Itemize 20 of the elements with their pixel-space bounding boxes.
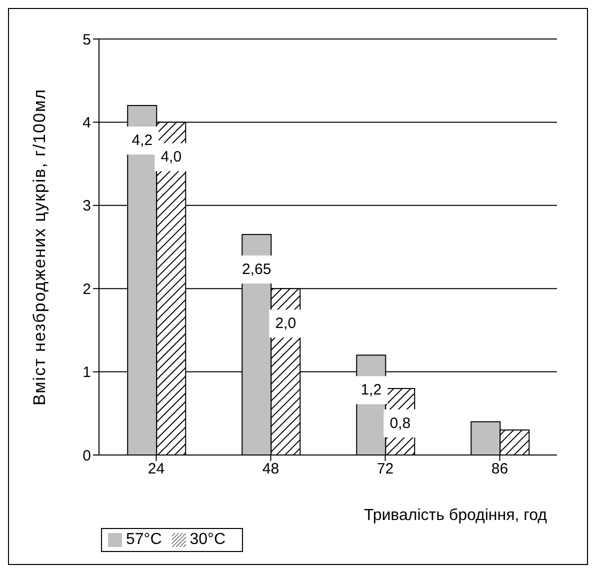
data-label: 0,8: [390, 414, 411, 432]
x-tick-label: 24: [148, 460, 165, 478]
y-tick-label: 0: [82, 447, 91, 464]
y-tick-label: 4: [82, 114, 91, 132]
legend-label: 57°C: [126, 531, 162, 548]
x-tick-label: 86: [491, 460, 508, 478]
x-axis-title: Тривалість бродіння, год: [364, 507, 548, 524]
legend-label: 30°C: [190, 531, 226, 548]
y-tick-label: 2: [82, 280, 91, 298]
y-tick-label: 5: [82, 31, 91, 48]
y-axis-title: Вміст незброджених цукрів, г/100мл: [30, 88, 50, 406]
data-label: 4,2: [132, 132, 153, 150]
data-label: 2,65: [242, 261, 272, 278]
x-tick-label: 48: [262, 460, 280, 478]
data-label: 4,0: [160, 148, 182, 166]
data-label: 1,2: [360, 382, 382, 399]
x-tick-label: 72: [376, 460, 394, 478]
y-tick-label: 3: [82, 198, 91, 215]
y-tick-label: 1: [82, 364, 91, 382]
data-label: 2,0: [275, 315, 296, 332]
